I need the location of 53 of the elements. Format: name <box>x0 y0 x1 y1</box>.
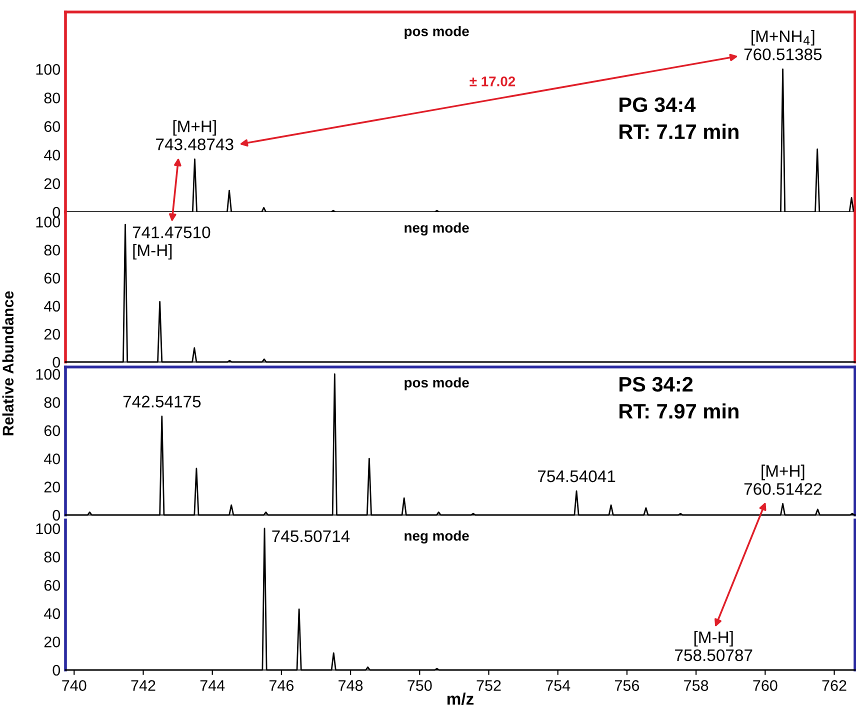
text: PS 34:2 RT: 7.97 min <box>620 376 738 419</box>
y-tick-label: 40 <box>44 608 60 620</box>
y-tick-label: 0 <box>52 510 60 521</box>
y-tick-label: 0 <box>52 664 60 676</box>
y-tick-label: 100 <box>36 216 60 228</box>
text: neg mode <box>404 530 469 544</box>
x-tick-label: 750 <box>408 680 432 691</box>
x-tick-label: 752 <box>476 680 501 691</box>
x-tick-label: 758 <box>684 680 708 691</box>
text: pos mode <box>404 26 469 39</box>
x-tick-label: 742 <box>131 680 156 691</box>
x-tick-label: 748 <box>338 680 363 691</box>
y-tick-label: 20 <box>44 636 60 648</box>
x-tick-label: 762 <box>822 680 846 691</box>
y-tick-label: 0 <box>52 206 60 218</box>
annotation: 741.47510 [M-H] <box>132 226 210 260</box>
y-tick-label: 100 <box>36 64 60 75</box>
text: PG 34:4 RT: 7.17 min <box>620 97 738 139</box>
y-tick-label: 80 <box>44 244 60 256</box>
x-tick-label: 744 <box>200 680 225 691</box>
annotation: 745.50714 <box>272 530 350 542</box>
x-tick-label: 754 <box>546 680 570 691</box>
y-tick-label: 40 <box>44 300 60 312</box>
y-tick-label: 60 <box>44 121 60 132</box>
x-tick-label: 746 <box>269 680 294 691</box>
annotation: [M-H] 758.50787 <box>675 630 752 662</box>
annotation: 742.54175 <box>123 396 201 408</box>
y-tick-label: 20 <box>44 482 60 492</box>
x-tick-label: 740 <box>62 680 86 691</box>
annotation: [M+H] 743.48743 <box>156 120 234 150</box>
text: pos mode <box>404 377 469 390</box>
x-axis-title: m/z <box>447 692 474 705</box>
y-tick-label: 20 <box>44 178 60 190</box>
y-tick-label: 60 <box>44 425 60 436</box>
y-axis-title: Relative Abundance <box>2 291 14 436</box>
y-tick-label: 80 <box>44 92 60 104</box>
y-tick-label: 60 <box>44 580 60 591</box>
annotation: 754.54041 <box>538 470 616 482</box>
y-tick-label: 20 <box>44 328 60 340</box>
x-tick-label: 756 <box>615 680 640 691</box>
y-tick-label: 80 <box>44 397 60 408</box>
annotation: [M+NH$_{4}$] 760.51385 <box>744 30 822 60</box>
y-tick-label: 100 <box>36 523 60 534</box>
y-tick-label: 80 <box>44 552 60 562</box>
y-tick-label: 100 <box>36 368 60 380</box>
y-tick-label: 40 <box>44 150 60 161</box>
x-tick-label: 760 <box>753 680 778 691</box>
y-tick-label: 60 <box>44 272 60 284</box>
text: neg mode <box>404 222 469 236</box>
annotation: [M+H] 760.51422 <box>744 464 822 495</box>
annotation: ± 17.02 <box>470 76 516 86</box>
y-tick-label: 40 <box>44 453 60 464</box>
y-tick-label: 0 <box>52 356 60 368</box>
